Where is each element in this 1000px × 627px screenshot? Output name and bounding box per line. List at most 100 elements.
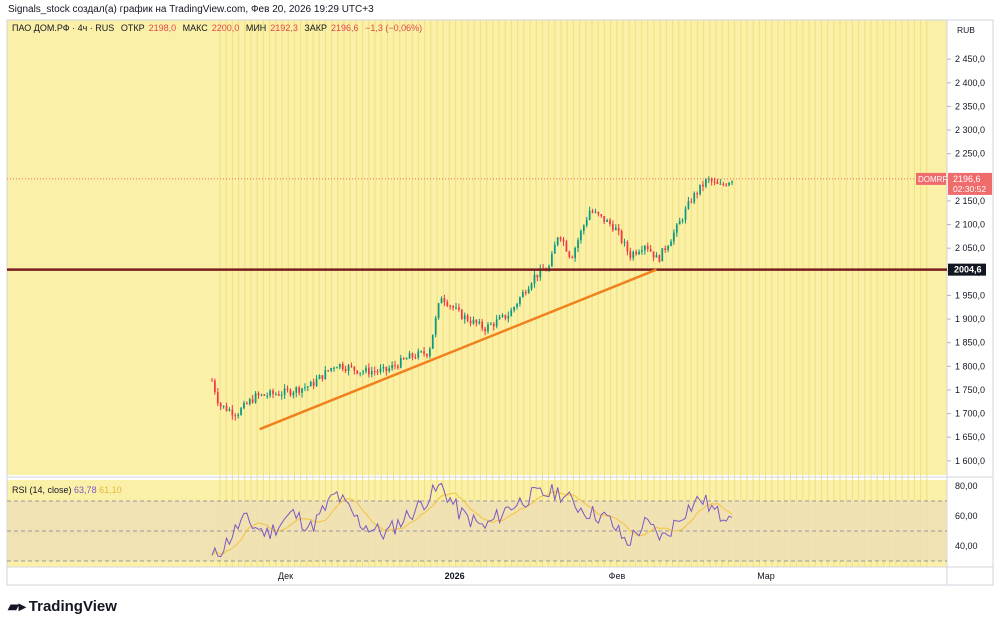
currency-label: RUB: [957, 25, 975, 35]
price-axis-tick-label: 1 600,0: [955, 456, 985, 466]
candle-body: [225, 405, 228, 411]
candle-body: [306, 386, 309, 388]
candle-body: [661, 248, 664, 262]
candle-body: [368, 367, 370, 375]
level-price-tag: [948, 263, 986, 276]
candle-body: [452, 306, 454, 308]
price-axis-tick-label: 2 250,0: [955, 149, 985, 159]
candle-body: [298, 387, 301, 393]
candle-body: [388, 368, 391, 371]
price-axis-tick-label: 2 050,0: [955, 243, 985, 253]
candle-body: [702, 184, 704, 187]
candle-body: [562, 239, 565, 242]
uptrend-line: [259, 268, 657, 431]
time-axis-label: Фев: [609, 571, 626, 581]
candle-body: [231, 409, 234, 416]
candle-body: [638, 251, 640, 254]
legend-open-label: ОТКР: [120, 23, 145, 33]
candle-body: [539, 268, 542, 278]
candle-body: [426, 354, 428, 357]
rsi-axis-tick-label: 60,00: [955, 511, 978, 521]
price-axis-tick-label: 2 400,0: [955, 78, 985, 88]
candle-body: [670, 241, 672, 247]
legend-high-label: МАКС: [182, 23, 208, 33]
candle-body: [675, 224, 678, 233]
candle-body: [234, 415, 237, 417]
candle-body: [431, 334, 434, 349]
candle-body: [516, 303, 518, 308]
rsi-legend: RSI (14, close) 63,78 61,10: [12, 485, 122, 495]
candle-body: [530, 283, 533, 289]
candle-body: [408, 353, 411, 359]
candle-body: [245, 402, 248, 404]
candle-body: [429, 348, 431, 357]
candle-body: [356, 370, 359, 374]
candle-body: [463, 315, 466, 320]
candle-body: [716, 181, 719, 184]
price-axis-tick-label: 1 950,0: [955, 290, 985, 300]
candle-body: [280, 394, 283, 396]
candle-body: [321, 375, 324, 380]
legend-high-value: 2200,0: [211, 23, 240, 33]
candle-body: [460, 309, 463, 320]
tradingview-brand[interactable]: ▰▸ TradingView: [8, 598, 117, 615]
candle-body: [710, 178, 713, 182]
candle-body: [382, 366, 385, 369]
candle-body: [446, 302, 449, 306]
candle-body: [312, 381, 315, 386]
candle-body: [216, 392, 219, 404]
price-axis-tick-label: 2 300,0: [955, 125, 985, 135]
candle-body: [635, 251, 638, 254]
candle-body: [443, 298, 446, 303]
candle-body: [687, 201, 690, 209]
candle-body: [626, 242, 629, 252]
candle-body: [606, 220, 608, 222]
time-axis-label: Дек: [278, 571, 293, 581]
candle-body: [248, 399, 251, 404]
candle-body: [655, 255, 658, 258]
current-price-value: 2196,6: [953, 174, 981, 184]
current-price-tag: [948, 172, 992, 195]
candle-body: [437, 303, 440, 318]
candle-body: [696, 193, 699, 195]
candle-body: [713, 181, 716, 183]
candle-body: [641, 250, 643, 252]
price-axis-tick-label: 2 450,0: [955, 54, 985, 64]
bar-countdown: 02:30:52: [953, 184, 986, 194]
price-axis-tick-label: 1 700,0: [955, 409, 985, 419]
candle-body: [629, 251, 632, 258]
rsi-legend-label: RSI (14, close): [12, 485, 72, 495]
candle-body: [490, 323, 492, 325]
candle-body: [214, 380, 216, 393]
time-axis-label: Мар: [757, 571, 775, 581]
candle-body: [609, 220, 611, 225]
candle-body: [556, 237, 559, 245]
candle-body: [510, 310, 513, 317]
candle-body: [617, 227, 620, 231]
candle-body: [658, 255, 661, 262]
candle-body: [551, 253, 553, 267]
candle-body: [553, 244, 556, 254]
candle-body: [620, 230, 623, 243]
candle-body: [693, 193, 696, 203]
candle-body: [434, 317, 437, 335]
candle-body: [614, 227, 617, 231]
candle-body: [370, 371, 373, 375]
legend-low-label: МИН: [245, 23, 267, 33]
price-axis-tick-label: 1 750,0: [955, 385, 985, 395]
brand-label: TradingView: [28, 598, 117, 615]
candle-body: [211, 380, 213, 382]
legend-symbol: ПАО ДОМ.РФ · 4ч · RUS: [12, 23, 115, 33]
candle-body: [466, 315, 469, 321]
rsi-ma-line: [211, 490, 733, 556]
candle-body: [597, 211, 600, 215]
candle-body: [472, 319, 475, 324]
candle-body: [478, 321, 481, 324]
candle-body: [646, 245, 649, 249]
candle-body: [373, 371, 376, 373]
candle-body: [481, 321, 484, 329]
candle-body: [690, 201, 693, 203]
candle-body: [304, 387, 306, 389]
candle-body: [527, 288, 530, 294]
